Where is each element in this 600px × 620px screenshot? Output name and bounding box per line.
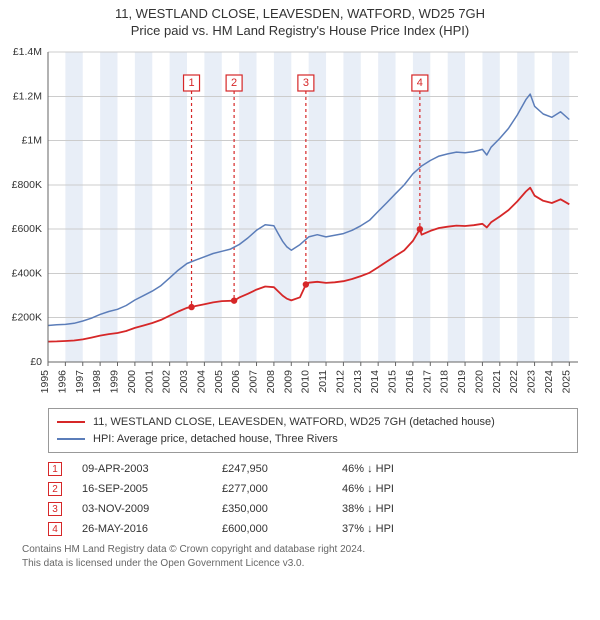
transaction-price: £277,000 [222, 483, 342, 495]
legend-item: HPI: Average price, detached house, Thre… [57, 431, 569, 448]
svg-text:2024: 2024 [543, 370, 555, 394]
svg-text:2023: 2023 [526, 370, 538, 394]
legend-label: HPI: Average price, detached house, Thre… [93, 431, 338, 448]
svg-text:3: 3 [303, 77, 309, 89]
title-subtitle: Price paid vs. HM Land Registry's House … [0, 23, 600, 38]
svg-text:2004: 2004 [195, 370, 207, 394]
svg-text:2020: 2020 [473, 370, 485, 394]
svg-text:2000: 2000 [126, 370, 138, 394]
legend-swatch [57, 421, 85, 423]
legend-label: 11, WESTLAND CLOSE, LEAVESDEN, WATFORD, … [93, 414, 495, 431]
chart-svg: £0 £200K £400K £600K £800K £1M £1.2M £1.4M 1995 1… [0, 42, 600, 402]
svg-text:1997: 1997 [74, 370, 86, 394]
svg-text:2014: 2014 [369, 370, 381, 394]
transaction-marker: 2 [48, 482, 62, 496]
svg-text:1996: 1996 [56, 370, 68, 394]
transaction-date: 26-MAY-2016 [82, 523, 222, 535]
footer-line: This data is licensed under the Open Gov… [22, 557, 578, 571]
svg-text:£0: £0 [30, 356, 42, 368]
transaction-price: £600,000 [222, 523, 342, 535]
svg-text:2001: 2001 [143, 370, 155, 394]
svg-text:2: 2 [231, 77, 237, 89]
legend: 11, WESTLAND CLOSE, LEAVESDEN, WATFORD, … [48, 408, 578, 453]
transactions-table: 1 09-APR-2003£247,95046% ↓ HPI 2 16-SEP-200… [48, 459, 578, 539]
svg-text:2018: 2018 [439, 370, 451, 394]
transaction-delta: 38% ↓ HPI [342, 503, 462, 515]
transaction-delta: 37% ↓ HPI [342, 523, 462, 535]
svg-text:2015: 2015 [387, 370, 399, 394]
svg-text:2019: 2019 [456, 370, 468, 394]
svg-text:2025: 2025 [560, 370, 572, 394]
svg-text:1: 1 [188, 77, 194, 89]
footer: Contains HM Land Registry data © Crown c… [22, 543, 578, 570]
svg-text:4: 4 [417, 77, 423, 89]
svg-text:£200K: £200K [12, 312, 42, 324]
transaction-row: 4 26-MAY-2016£600,00037% ↓ HPI [48, 519, 578, 539]
transaction-marker: 4 [48, 522, 62, 536]
svg-text:2002: 2002 [161, 370, 173, 394]
transaction-marker: 1 [48, 462, 62, 476]
svg-text:£400K: £400K [12, 267, 42, 279]
transaction-price: £350,000 [222, 503, 342, 515]
legend-swatch [57, 438, 85, 440]
svg-text:1995: 1995 [39, 370, 51, 394]
svg-text:2017: 2017 [421, 370, 433, 394]
transaction-date: 09-APR-2003 [82, 463, 222, 475]
svg-text:1998: 1998 [91, 370, 103, 394]
transaction-row: 3 03-NOV-2009£350,00038% ↓ HPI [48, 499, 578, 519]
svg-text:2005: 2005 [213, 370, 225, 394]
svg-text:2010: 2010 [300, 370, 312, 394]
svg-text:2013: 2013 [352, 370, 364, 394]
svg-text:£600K: £600K [12, 223, 42, 235]
svg-text:2021: 2021 [491, 370, 503, 394]
svg-text:2012: 2012 [334, 370, 346, 394]
transaction-date: 16-SEP-2005 [82, 483, 222, 495]
svg-text:£1.4M: £1.4M [13, 46, 42, 58]
svg-text:2022: 2022 [508, 370, 520, 394]
svg-text:2008: 2008 [265, 370, 277, 394]
svg-text:£800K: £800K [12, 179, 42, 191]
transaction-date: 03-NOV-2009 [82, 503, 222, 515]
transaction-price: £247,950 [222, 463, 342, 475]
title-address: 11, WESTLAND CLOSE, LEAVESDEN, WATFORD, … [0, 6, 600, 21]
transaction-delta: 46% ↓ HPI [342, 483, 462, 495]
footer-line: Contains HM Land Registry data © Crown c… [22, 543, 578, 557]
transaction-row: 1 09-APR-2003£247,95046% ↓ HPI [48, 459, 578, 479]
svg-text:2016: 2016 [404, 370, 416, 394]
svg-text:£1.2M: £1.2M [13, 90, 42, 102]
svg-text:1999: 1999 [109, 370, 121, 394]
chart: £0 £200K £400K £600K £800K £1M £1.2M £1.4M 1995 1… [0, 42, 600, 402]
svg-text:2003: 2003 [178, 370, 190, 394]
legend-item: 11, WESTLAND CLOSE, LEAVESDEN, WATFORD, … [57, 414, 569, 431]
svg-text:2009: 2009 [282, 370, 294, 394]
transaction-delta: 46% ↓ HPI [342, 463, 462, 475]
svg-text:£1M: £1M [22, 135, 42, 147]
svg-text:2007: 2007 [248, 370, 260, 394]
svg-text:2006: 2006 [230, 370, 242, 394]
transaction-row: 2 16-SEP-2005£277,00046% ↓ HPI [48, 479, 578, 499]
svg-text:2011: 2011 [317, 370, 329, 393]
transaction-marker: 3 [48, 502, 62, 516]
